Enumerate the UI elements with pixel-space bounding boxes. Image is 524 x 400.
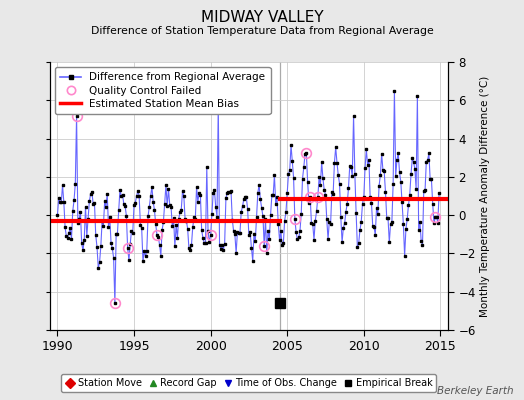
Y-axis label: Monthly Temperature Anomaly Difference (°C): Monthly Temperature Anomaly Difference (… <box>480 75 490 317</box>
Text: Difference of Station Temperature Data from Regional Average: Difference of Station Temperature Data f… <box>91 26 433 36</box>
Text: MIDWAY VALLEY: MIDWAY VALLEY <box>201 10 323 25</box>
Text: Berkeley Earth: Berkeley Earth <box>437 386 514 396</box>
Legend: Station Move, Record Gap, Time of Obs. Change, Empirical Break: Station Move, Record Gap, Time of Obs. C… <box>61 374 436 392</box>
